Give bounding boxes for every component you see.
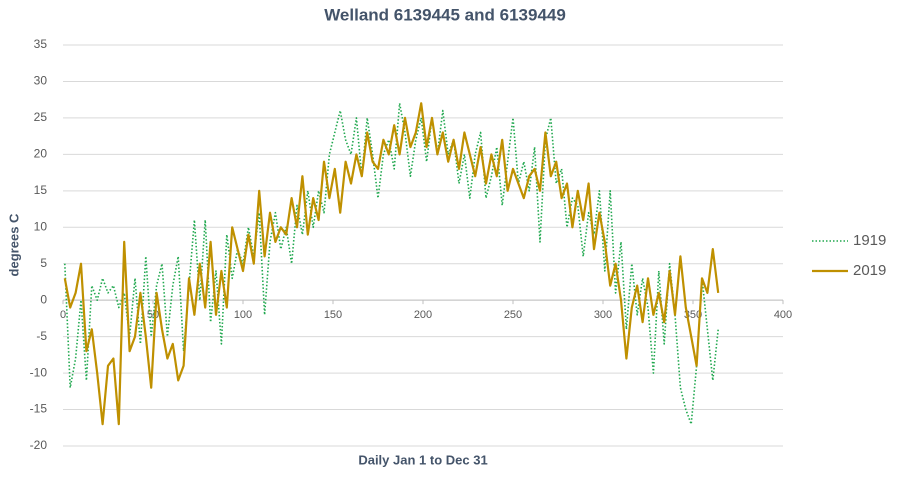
- series-line: [64, 102, 719, 425]
- chart-title: Welland 6139445 and 6139449: [324, 5, 566, 24]
- y-tick-label: 35: [34, 37, 48, 51]
- y-tick-label: -5: [36, 329, 47, 343]
- y-tick-label: 15: [34, 183, 48, 197]
- legend-label: 1919: [853, 232, 886, 249]
- y-tick-label: 0: [40, 292, 47, 306]
- x-tick-label: 150: [324, 309, 342, 321]
- legend-label: 2019: [853, 262, 886, 279]
- x-tick-label: 400: [774, 309, 792, 321]
- x-tick-label: 100: [234, 309, 252, 321]
- y-tick-label: -10: [30, 365, 48, 379]
- x-tick-label: 250: [504, 309, 522, 321]
- series-line: [63, 102, 720, 426]
- x-tick-label: 0: [60, 309, 66, 321]
- y-tick-label: -20: [30, 438, 48, 452]
- x-tick-label: 300: [594, 309, 612, 321]
- y-tick-label: 10: [34, 219, 48, 233]
- y-tick-label: 5: [40, 256, 47, 270]
- y-axis-label: degrees C: [6, 213, 21, 276]
- y-tick-label: 30: [34, 74, 48, 88]
- y-tick-label: 20: [34, 147, 48, 161]
- y-tick-label: 25: [34, 110, 48, 124]
- y-tick-label: -15: [30, 402, 48, 416]
- x-axis-label: Daily Jan 1 to Dec 31: [358, 452, 487, 467]
- x-tick-label: 200: [414, 309, 432, 321]
